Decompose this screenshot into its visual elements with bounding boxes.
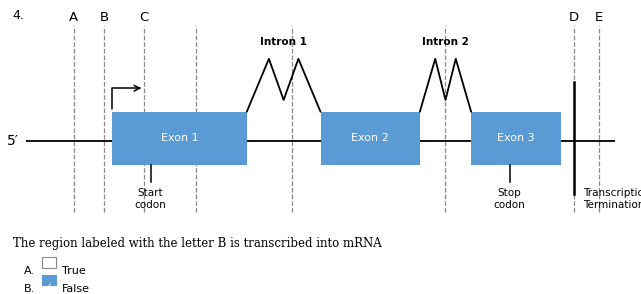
Text: 5′: 5′ xyxy=(7,134,19,148)
Text: Exon 3: Exon 3 xyxy=(497,133,535,143)
Bar xyxy=(471,112,561,165)
Text: A: A xyxy=(69,11,78,24)
Text: Intron 2: Intron 2 xyxy=(422,37,469,47)
Text: False: False xyxy=(62,284,90,294)
Bar xyxy=(42,257,56,268)
Text: Exon 2: Exon 2 xyxy=(351,133,389,143)
Text: Intron 1: Intron 1 xyxy=(260,37,307,47)
Text: B: B xyxy=(100,11,109,24)
Text: E: E xyxy=(595,11,603,24)
Bar xyxy=(112,112,247,165)
Text: B.: B. xyxy=(24,284,35,294)
Text: Exon 1: Exon 1 xyxy=(161,133,198,143)
Text: ✓: ✓ xyxy=(45,282,53,291)
Text: Start
codon: Start codon xyxy=(135,188,167,210)
Text: D: D xyxy=(569,11,579,24)
Bar xyxy=(320,112,420,165)
Text: Stop
codon: Stop codon xyxy=(494,188,526,210)
Bar xyxy=(42,275,56,285)
Text: The region labeled with the letter B is transcribed into mRNA: The region labeled with the letter B is … xyxy=(13,237,381,250)
Text: Transcription
Termination site: Transcription Termination site xyxy=(583,188,641,210)
Text: C: C xyxy=(140,11,149,24)
Text: 4.: 4. xyxy=(13,9,25,22)
Text: A.: A. xyxy=(24,266,35,276)
Text: True: True xyxy=(62,266,86,276)
